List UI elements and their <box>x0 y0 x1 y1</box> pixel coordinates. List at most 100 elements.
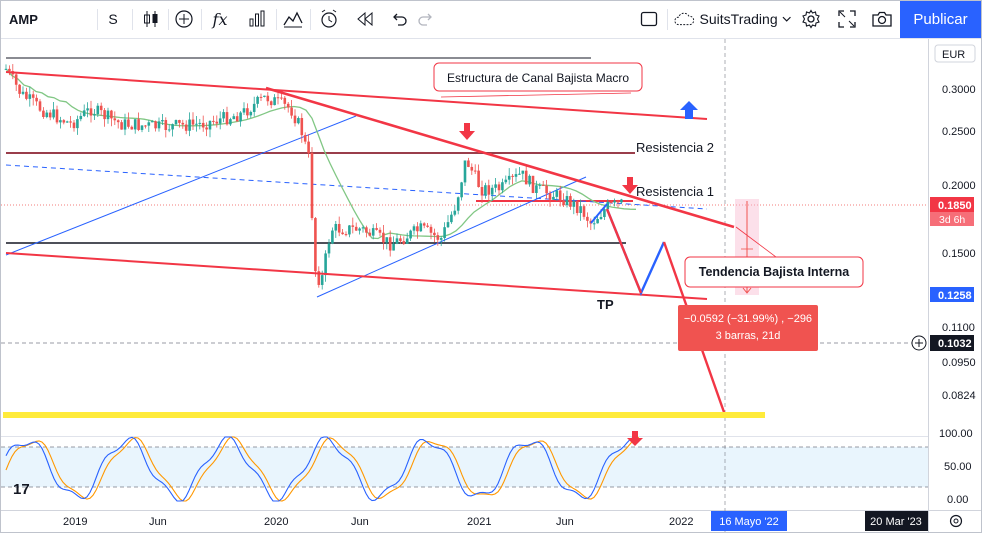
symbol-label: AMP <box>9 11 38 27</box>
candle-body <box>246 108 249 116</box>
candle-body <box>463 160 467 183</box>
candle-body <box>541 184 545 186</box>
candle-body <box>55 109 59 123</box>
symbol-search-button[interactable]: AMP <box>9 6 47 32</box>
candle-body <box>167 129 171 131</box>
candle-body <box>314 218 317 272</box>
interval-button[interactable]: S <box>102 6 124 32</box>
candle-body <box>263 95 266 97</box>
select-button[interactable] <box>637 6 661 32</box>
candle-body <box>388 237 392 251</box>
candle-body <box>507 175 511 180</box>
candle-body <box>337 223 341 233</box>
candle-body <box>412 226 416 231</box>
macro-channel-callout[interactable] <box>433 62 643 92</box>
candle-body <box>511 175 514 177</box>
replay-button[interactable] <box>353 6 377 32</box>
templates-button[interactable] <box>245 6 269 32</box>
candle-body <box>582 206 586 217</box>
candle-body <box>405 238 409 244</box>
candle-body <box>402 241 406 244</box>
macro-channel-label: Estructura de Canal Bajista Macro <box>447 71 629 85</box>
target-yellow-line <box>3 412 765 418</box>
candle-body <box>487 185 491 195</box>
candle-body <box>460 182 463 198</box>
time-tick: 2019 <box>63 516 87 528</box>
candle-body <box>256 96 259 104</box>
end-date-value: 20 Mar '23 <box>870 516 922 528</box>
crosshair-price-badge <box>930 335 974 351</box>
candle-body <box>286 103 290 108</box>
alert-button[interactable] <box>317 6 341 32</box>
candle-body <box>562 200 565 206</box>
candle-body <box>307 141 310 153</box>
candle-body <box>409 230 412 239</box>
candle-body <box>303 135 307 142</box>
candle-body <box>82 110 86 116</box>
currency-button[interactable] <box>934 44 976 63</box>
camera-icon <box>872 11 892 27</box>
candle-body <box>473 170 477 172</box>
candle-body <box>198 122 202 124</box>
candle-body <box>477 170 480 188</box>
candle-body <box>269 101 273 106</box>
candle-body <box>599 217 603 220</box>
crosshair-date-value: 16 Mayo '22 <box>719 516 779 528</box>
axis-settings-icon[interactable] <box>949 514 963 528</box>
chart-area[interactable]: Estructura de Canal Bajista Macro Tenden… <box>1 39 981 533</box>
measure-arrow <box>742 287 752 294</box>
snapshot-button[interactable] <box>870 6 894 32</box>
settings-button[interactable] <box>799 6 823 32</box>
time-axis[interactable]: 2019 Jun 2020 Jun 2021 Jun 2022 16 Mayo … <box>63 511 963 531</box>
currency-label: EUR <box>942 49 965 61</box>
candle-body <box>218 118 222 124</box>
undo-button[interactable] <box>387 6 411 32</box>
candle-body <box>416 226 419 232</box>
candle-body <box>52 109 55 118</box>
fullscreen-button[interactable] <box>835 6 859 32</box>
internal-trend-callout[interactable] <box>684 256 864 288</box>
indicator-templates-button[interactable] <box>281 6 305 32</box>
publish-button[interactable]: Publicar <box>900 1 981 38</box>
candle-body <box>79 115 83 120</box>
candle-body <box>385 237 389 243</box>
candle-body <box>297 118 300 124</box>
macro-label-leader <box>440 92 632 98</box>
candle-body <box>154 121 157 129</box>
candle-body <box>504 179 508 183</box>
candle-body <box>99 105 103 111</box>
red-down-arrow <box>459 123 475 140</box>
small-blue-up-path <box>590 203 608 224</box>
candle-body <box>290 107 293 116</box>
layout-menu-button[interactable]: SuitsTrading <box>673 6 791 32</box>
candle-body <box>208 120 212 130</box>
candle-body <box>443 227 446 239</box>
projected-drop-path <box>605 208 643 294</box>
redo-button[interactable] <box>414 6 438 32</box>
candle-body <box>501 182 504 191</box>
layout-name: SuitsTrading <box>699 11 778 27</box>
current-price-badge <box>930 197 974 212</box>
candle-body <box>195 123 198 125</box>
fx-icon: 𝑓x <box>212 9 228 29</box>
price-axis[interactable]: EUR 0.3000 0.2500 0.2000 0.1500 0.1100 0… <box>911 44 976 506</box>
candle-body <box>178 120 181 123</box>
candle-body <box>518 173 521 175</box>
candle-body <box>521 170 525 174</box>
time-tick: 2021 <box>467 516 491 528</box>
indicators-button[interactable]: 𝑓x <box>208 6 232 32</box>
chart-type-button[interactable] <box>139 6 163 32</box>
candle-body <box>150 121 154 123</box>
candle-body <box>14 74 18 85</box>
candle-body <box>450 214 453 223</box>
stoch-d-line <box>5 436 640 502</box>
candle-body <box>133 119 137 130</box>
templates-icon <box>249 10 265 27</box>
candle-body <box>446 222 450 228</box>
candle-body <box>252 103 256 112</box>
candle-body <box>592 223 596 225</box>
candle-body <box>494 184 497 188</box>
candle-body <box>351 225 355 227</box>
compare-button[interactable] <box>172 6 196 32</box>
time-tick: Jun <box>351 516 369 528</box>
